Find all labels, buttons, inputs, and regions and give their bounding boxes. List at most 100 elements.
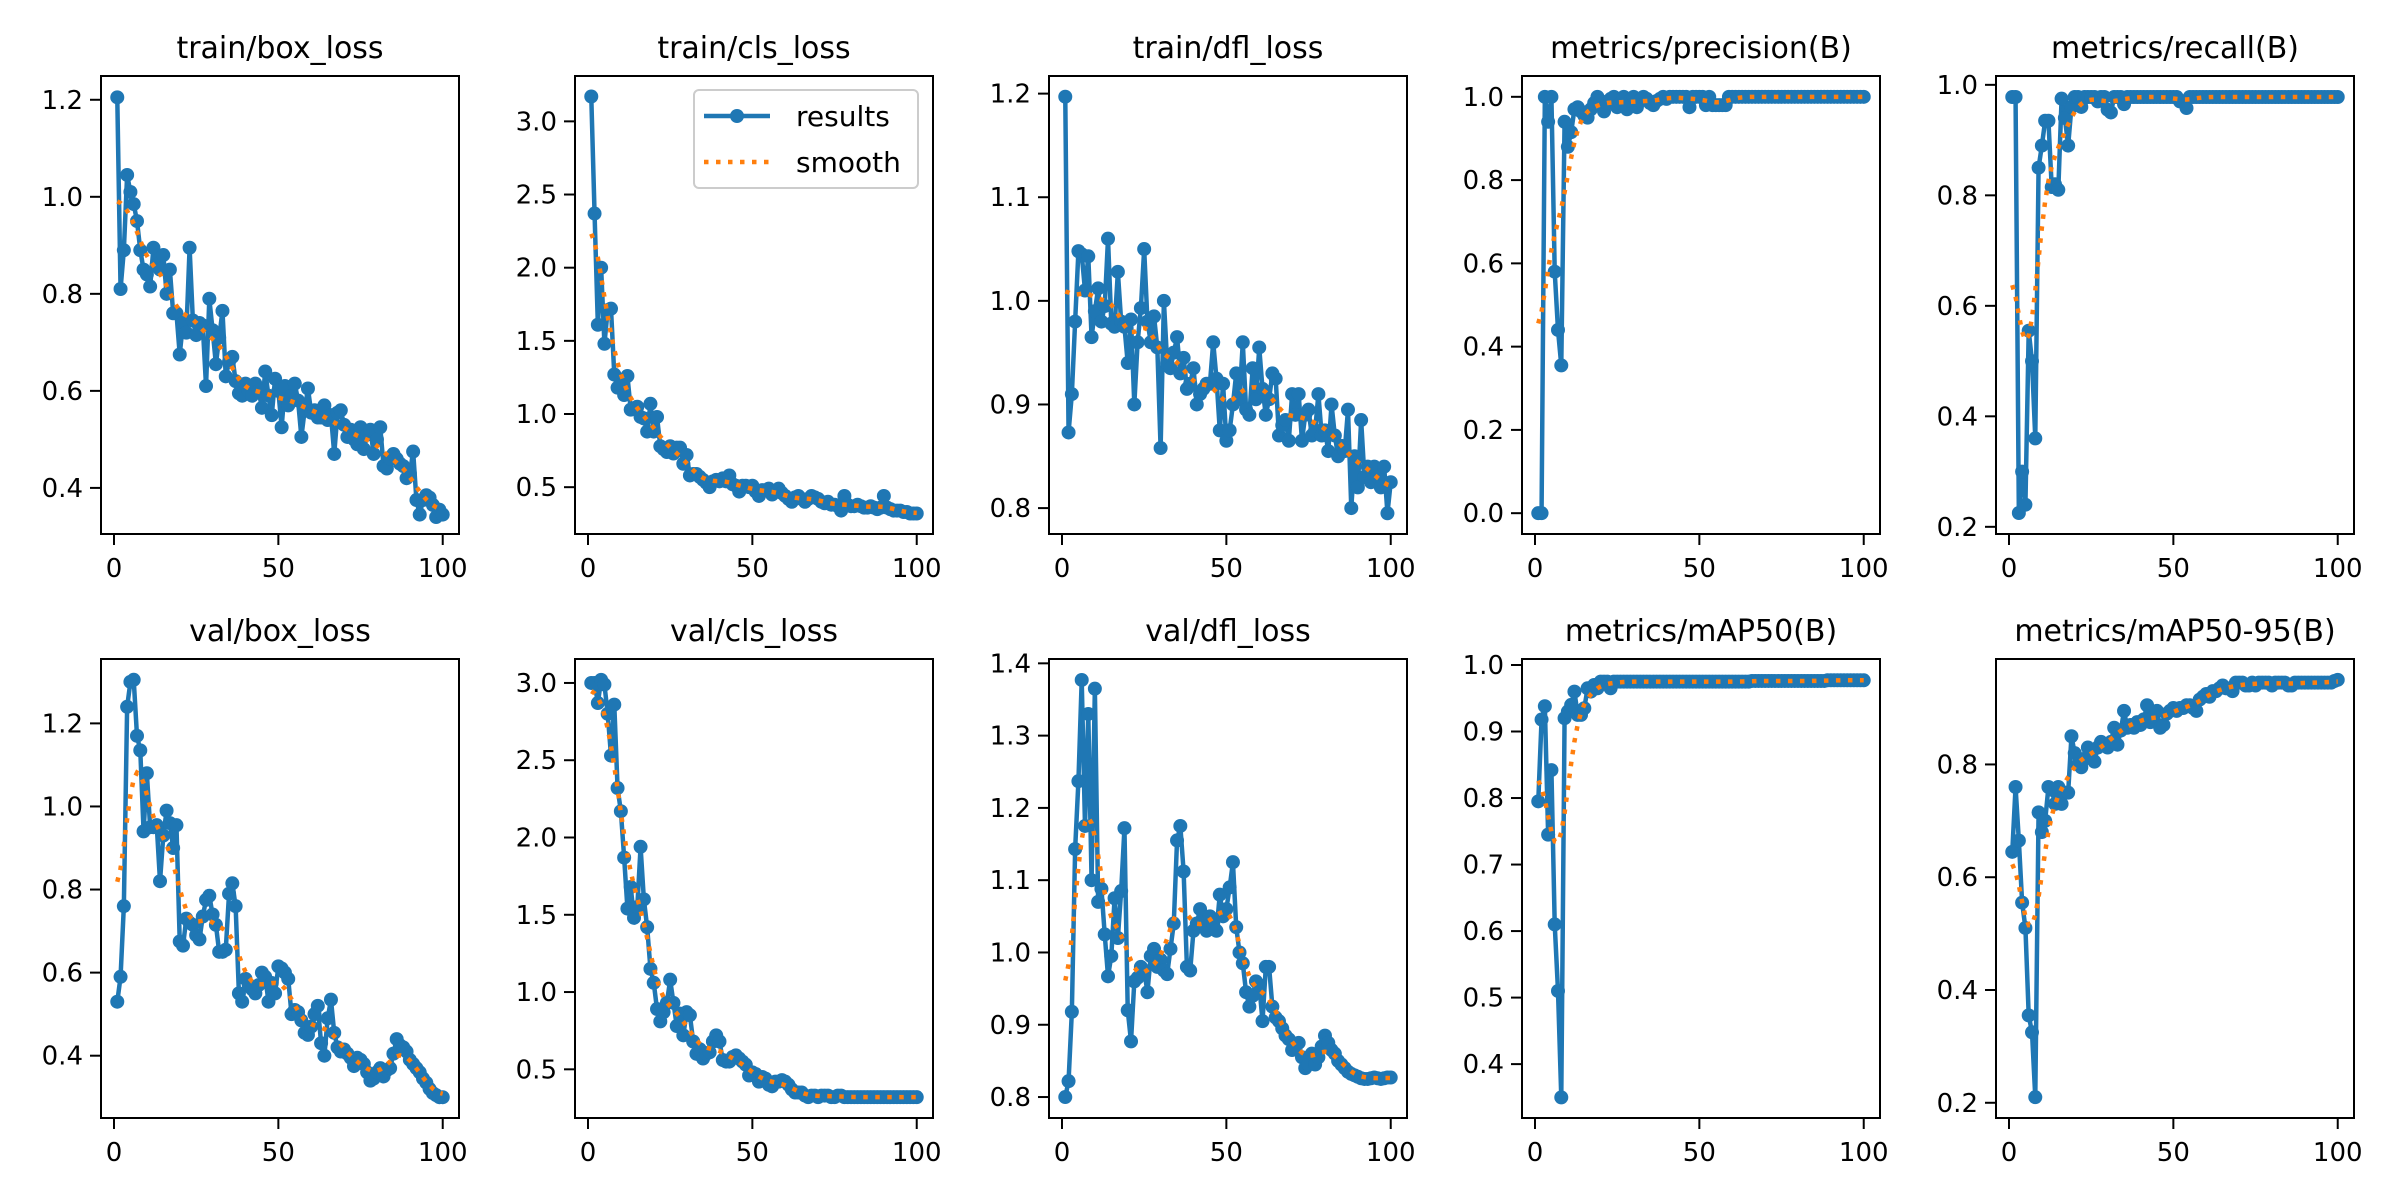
results-point [663, 972, 678, 987]
smooth-line [589, 232, 917, 516]
results-point [1380, 506, 1395, 521]
results-point [2034, 825, 2049, 840]
results-point [383, 1061, 398, 1076]
results-point [1344, 501, 1359, 516]
results-point [126, 672, 141, 687]
results-point [2051, 182, 2066, 197]
results-point [2087, 754, 2102, 769]
y-tick-label: 1.0 [42, 792, 83, 822]
results-point [202, 291, 217, 306]
y-tick-label: 1.0 [1463, 651, 1504, 681]
y-tick-label: 0.5 [516, 1055, 557, 1085]
results-point [640, 920, 655, 935]
results-point [1137, 242, 1152, 257]
results-point [1101, 969, 1116, 984]
results-point [1124, 1034, 1139, 1049]
subplot-metrics-map50-95-b: metrics/mAP50-95(B) 0 50 100 0.2 0.4 0.6 0.8 [1937, 614, 2363, 1168]
results-point [1071, 774, 1086, 789]
plot-area [584, 672, 924, 1105]
subplot-title: metrics/mAP50-95(B) [2014, 614, 2335, 649]
results-point [199, 379, 214, 394]
x-tick-label: 100 [2313, 1138, 2363, 1168]
results-point [2330, 89, 2345, 104]
results-line [2012, 94, 2338, 516]
x-tick-label: 100 [1366, 554, 1416, 584]
results-point [1127, 397, 1142, 412]
y-tick-label: 0.5 [1463, 984, 1504, 1014]
results-point [633, 839, 648, 854]
results-point [2028, 431, 2043, 446]
results-point [1064, 387, 1079, 402]
x-tick-label: 50 [262, 554, 295, 584]
results-point [169, 818, 184, 833]
results-point [1291, 1035, 1306, 1050]
results-point [679, 447, 694, 462]
results-point [310, 998, 325, 1013]
smooth-line [1536, 94, 1864, 325]
subplot-train-dfl-loss: train/dfl_loss 0 50 100 0.8 0.9 1.0 1.1 1.2 [990, 31, 1416, 584]
results-point [1255, 1014, 1270, 1029]
results-point [587, 206, 602, 221]
results-point [1212, 423, 1227, 438]
results-point [1268, 371, 1283, 386]
results-point [1058, 89, 1073, 104]
results-point [1544, 89, 1559, 104]
x-tick-label: 50 [1210, 1138, 1243, 1168]
results-point [1117, 821, 1132, 836]
results-point [2028, 1090, 2043, 1105]
results-point [1219, 902, 1234, 917]
results-point [1058, 1090, 1073, 1105]
plot-area [1531, 89, 1871, 521]
x-tick-label: 50 [1683, 1138, 1716, 1168]
results-point [320, 1011, 335, 1026]
results-point [620, 368, 635, 383]
results-point [2110, 737, 2125, 752]
subplot-val-dfl-loss: val/dfl_loss 0 50 100 0.8 0.9 1.0 1.1 1.2 1.3 1.4 [990, 614, 1416, 1168]
y-tick-label: 1.0 [516, 978, 557, 1008]
results-point [258, 364, 273, 379]
y-tick-label: 1.0 [42, 183, 83, 213]
results-point [126, 197, 141, 212]
results-point [643, 396, 658, 411]
x-tick-label: 100 [2313, 554, 2363, 584]
axes-frame [1995, 658, 2355, 1119]
results-point [113, 281, 128, 296]
results-point [1186, 361, 1201, 376]
results-point [1120, 1003, 1135, 1018]
subplot-metrics-precision-b: metrics/precision(B) 0 50 100 0.0 0.2 0.4 0.6 0.… [1463, 31, 1889, 584]
x-tick-label: 100 [892, 1138, 942, 1168]
subplot-title: train/cls_loss [657, 31, 850, 66]
results-point [2008, 89, 2023, 104]
x-tick-label: 100 [418, 554, 468, 584]
results-point [1547, 917, 1562, 932]
results-point [156, 248, 171, 263]
y-tick-label: 0.9 [990, 390, 1031, 420]
subplot-title: train/box_loss [176, 31, 383, 66]
results-point [2156, 717, 2171, 732]
subplot-title: metrics/mAP50(B) [1565, 614, 1837, 649]
results-point [435, 1090, 450, 1105]
x-tick-label: 50 [2157, 1138, 2190, 1168]
results-point [584, 89, 599, 104]
x-tick-label: 0 [1527, 554, 1544, 584]
y-tick-label: 1.2 [990, 80, 1031, 110]
results-point [876, 488, 891, 503]
axes-frame [1048, 658, 1408, 1119]
results-point [1537, 699, 1552, 714]
y-tick-label: 0.8 [1463, 784, 1504, 814]
axes-frame [574, 658, 934, 1119]
y-tick-label: 1.0 [1463, 83, 1504, 113]
y-tick-label: 0.4 [1937, 402, 1978, 432]
results-point [2103, 105, 2118, 120]
results-point [1248, 392, 1263, 407]
y-tick-label: 0.2 [1463, 416, 1504, 446]
y-tick-label: 0.9 [1463, 718, 1504, 748]
results-point [607, 367, 622, 382]
y-tick-label: 3.0 [516, 669, 557, 699]
y-tick-label: 2.0 [516, 824, 557, 854]
smooth-line [1063, 813, 1391, 1081]
results-line [1538, 94, 1864, 516]
results-point [162, 262, 177, 277]
results-point [1229, 366, 1244, 381]
results-point [274, 420, 289, 435]
